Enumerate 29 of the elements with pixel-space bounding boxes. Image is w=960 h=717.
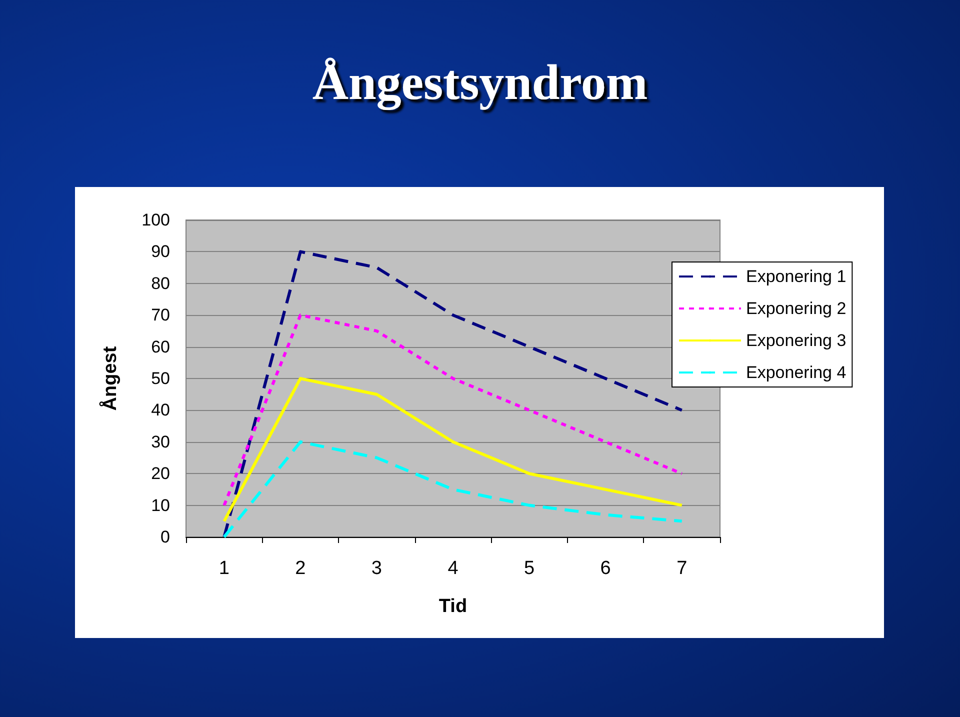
legend-label: Exponering 4 <box>746 363 846 382</box>
y-tick-label: 20 <box>151 464 170 484</box>
legend-label: Exponering 3 <box>746 331 846 350</box>
x-tick-label: 1 <box>218 558 230 579</box>
y-tick-label: 60 <box>151 337 170 356</box>
line-series <box>222 440 684 538</box>
x-axis-title: Tid <box>438 596 468 617</box>
legend-label: Exponering 2 <box>746 299 846 318</box>
y-tick-label: 40 <box>151 400 170 420</box>
y-tick-label: 0 <box>160 528 170 546</box>
y-tick-label: 70 <box>151 306 170 325</box>
x-tick-label: 3 <box>371 558 382 579</box>
line-series <box>222 377 684 523</box>
y-tick-label: 50 <box>151 369 170 388</box>
y-tick-label: 10 <box>151 496 170 515</box>
x-tick-label: 4 <box>448 558 459 579</box>
legend-label: Exponering 1 <box>746 267 846 286</box>
x-tick-label: 6 <box>600 558 611 579</box>
x-tick-label: 7 <box>676 558 688 579</box>
chart-title: Ångestsyndrom <box>312 54 648 111</box>
x-tick-label: 5 <box>524 558 535 579</box>
y-tick-label: 100 <box>142 210 170 230</box>
x-tick-label: 2 <box>295 558 306 579</box>
line-series <box>222 250 684 538</box>
line-series <box>222 314 684 507</box>
y-tick-label: 30 <box>151 432 170 452</box>
y-axis-title: Ångest <box>99 346 121 411</box>
y-tick-label: 80 <box>151 274 170 293</box>
y-tick-label: 90 <box>151 242 170 262</box>
